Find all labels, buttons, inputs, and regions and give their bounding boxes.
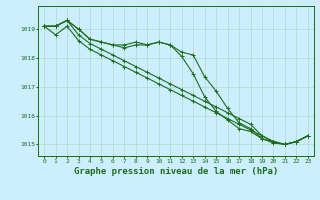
X-axis label: Graphe pression niveau de la mer (hPa): Graphe pression niveau de la mer (hPa) <box>74 167 278 176</box>
